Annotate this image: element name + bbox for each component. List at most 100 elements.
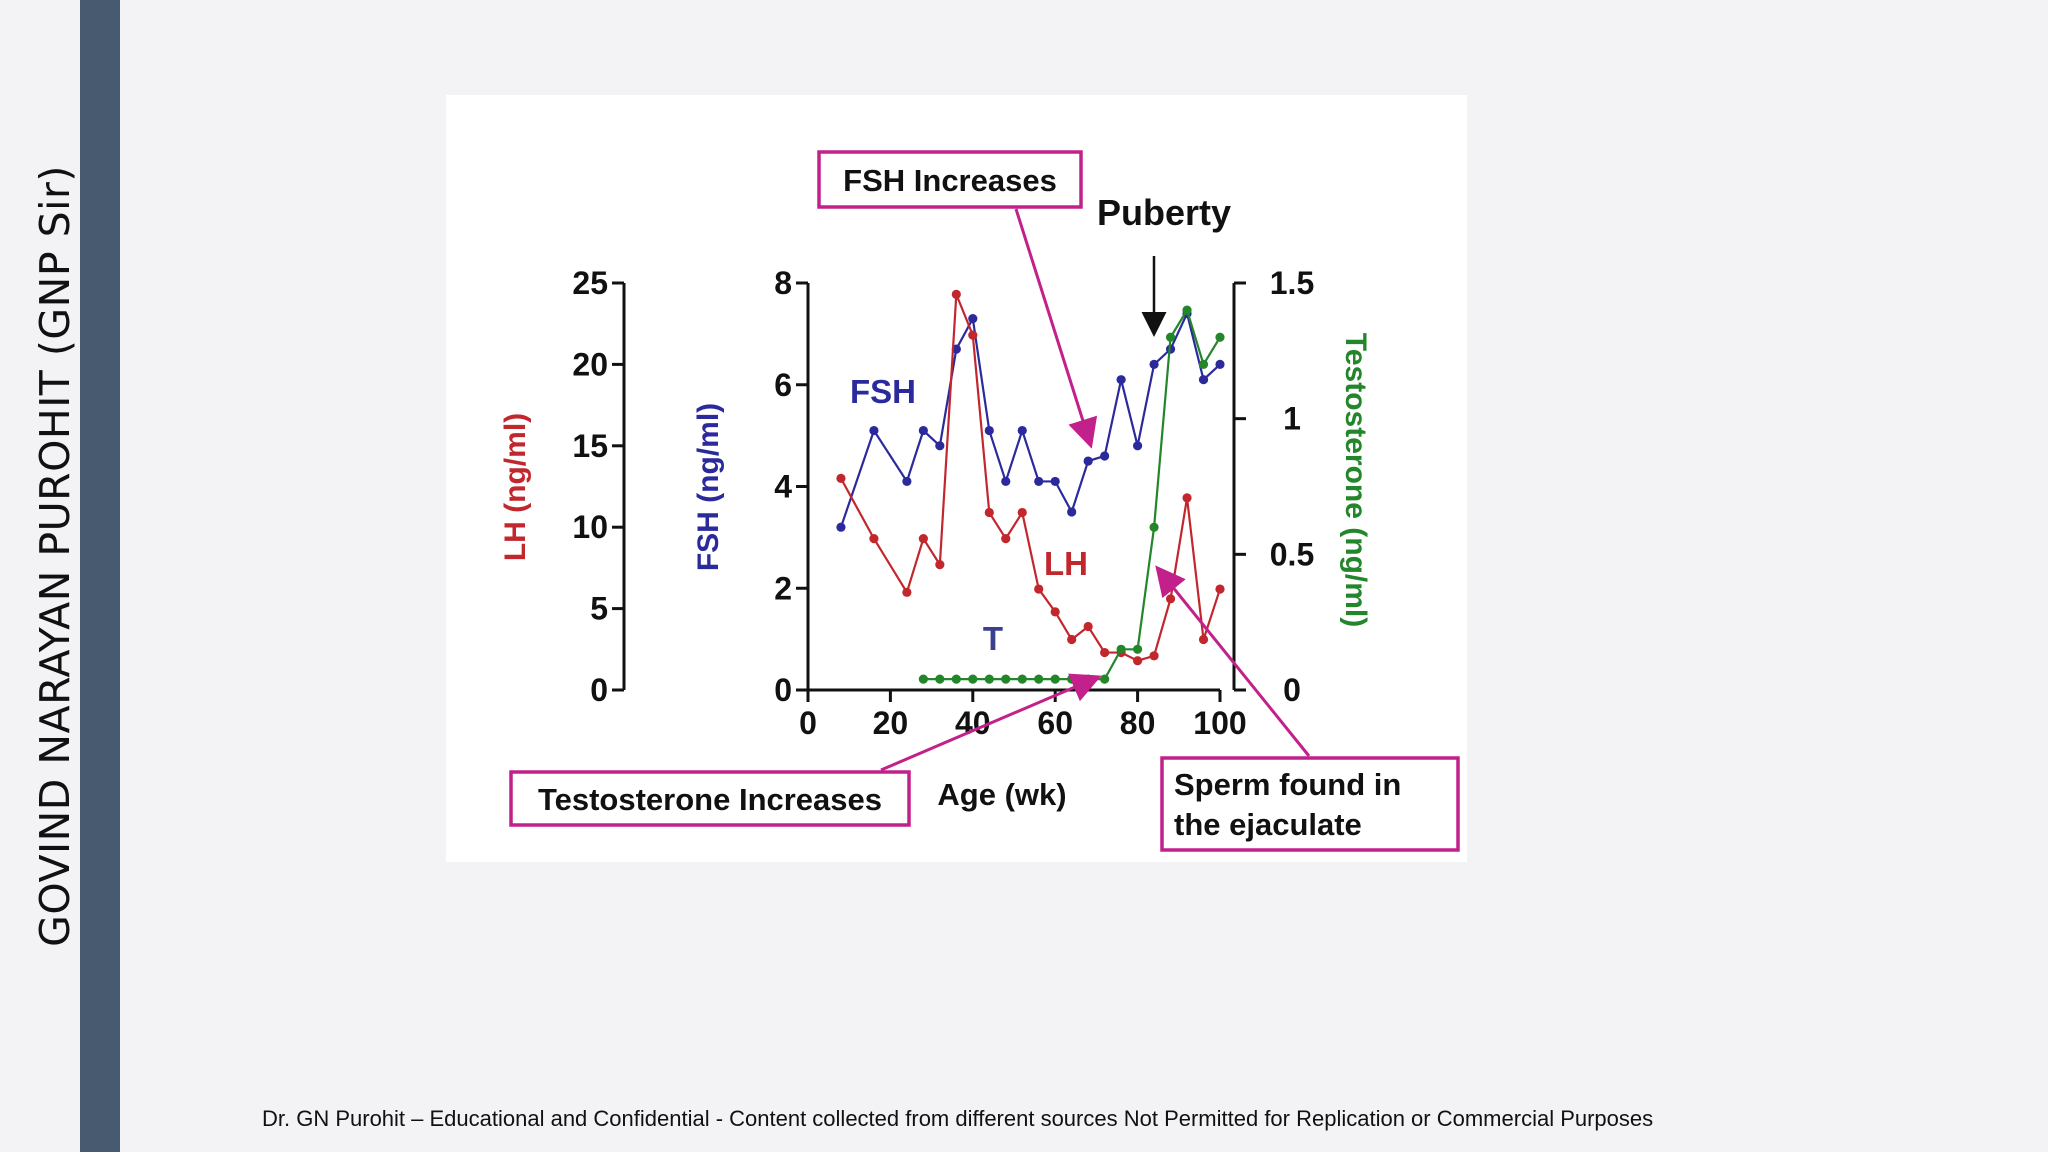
lh-data-point — [1149, 651, 1159, 661]
t-series-label: T — [983, 620, 1003, 657]
lh-data-point — [951, 289, 961, 299]
lh-data-point — [836, 473, 846, 483]
t-data-point — [951, 674, 961, 684]
side-label: GOVIND NARAYAN PUROHIT (GNP Sir) — [0, 0, 80, 1152]
t-data-point — [918, 674, 928, 684]
fsh-data-point — [1198, 375, 1209, 385]
annotation-layer: FSH Increases Puberty Testosterone Increas… — [509, 150, 1460, 852]
fsh-data-point — [836, 522, 846, 532]
fsh-data-point — [1034, 476, 1044, 487]
lh-data-point — [984, 507, 994, 518]
x-tick-label: 80 — [1120, 705, 1156, 741]
t-data-point — [1149, 522, 1159, 532]
fsh-tick-label: 4 — [774, 469, 792, 505]
t-tick-label: 0.5 — [1270, 536, 1314, 572]
sperm-label-line1: Sperm found in — [1174, 767, 1401, 802]
t-tick-label: 1.5 — [1270, 265, 1314, 301]
lh-data-point — [1215, 584, 1225, 594]
presenter-name: GOVIND NARAYAN PUROHIT (GNP Sir) — [31, 165, 79, 947]
fsh-data-point — [1100, 451, 1110, 461]
fsh-data-point — [984, 425, 994, 436]
t-data-point — [968, 674, 978, 684]
t-series-line — [923, 307, 1221, 681]
t-data-point — [1215, 332, 1225, 342]
fsh-series-label: FSH — [850, 373, 916, 410]
fsh-data-point — [1149, 359, 1159, 369]
t-data-point — [1182, 305, 1192, 315]
lh-data-point — [1165, 594, 1176, 604]
lh-tick-label: 20 — [572, 346, 608, 382]
lh-tick-label: 10 — [572, 509, 608, 545]
fsh-data-point — [1133, 441, 1143, 451]
fsh-data-point — [1083, 456, 1093, 466]
t-data-point — [1133, 644, 1143, 654]
lh-data-point — [1067, 634, 1077, 645]
fsh-data-point — [1116, 375, 1126, 385]
testosterone-increases-arrow — [880, 673, 1102, 772]
x-tick-label: 20 — [873, 705, 909, 741]
fsh-tick-label: 8 — [774, 265, 792, 301]
t-data-point — [935, 674, 945, 684]
lh-data-point — [1100, 647, 1110, 658]
fsh-tick-label: 0 — [774, 672, 792, 708]
lh-data-point — [902, 587, 912, 597]
fsh-series-line — [839, 310, 1221, 528]
lh-data-point — [968, 330, 978, 340]
sperm-label-line2: the ejaculate — [1174, 807, 1362, 842]
lh-data-point — [1133, 656, 1143, 666]
fsh-data-point — [1215, 359, 1225, 369]
lh-data-point — [1182, 493, 1192, 503]
fsh-increases-box — [817, 150, 1083, 209]
lh-data-point — [869, 533, 879, 544]
t-data-point — [1116, 644, 1126, 654]
sperm-arrow — [1155, 565, 1311, 757]
lh-data-point — [935, 560, 945, 570]
lh-tick-label: 15 — [572, 428, 608, 464]
testosterone-increases-box — [509, 770, 911, 827]
fsh-tick-label: 2 — [774, 570, 792, 606]
lh-axis-title: LH (ng/ml) — [499, 413, 532, 561]
series-layer: FSH LH T — [836, 289, 1225, 684]
lh-series-label: LH — [1044, 545, 1088, 582]
lh-data-point — [1017, 507, 1027, 518]
lh-tick-label: 5 — [590, 591, 608, 627]
t-data-point — [1034, 674, 1044, 684]
t-data-point — [1100, 674, 1110, 684]
puberty-label: Puberty — [1097, 192, 1231, 233]
fsh-data-point — [918, 425, 928, 436]
lh-tick-label: 25 — [572, 265, 608, 301]
t-data-point — [1050, 674, 1060, 684]
t-data-point — [1067, 674, 1077, 684]
t-data-point — [1001, 674, 1011, 684]
side-accent-bar — [80, 0, 120, 1152]
fsh-data-point — [869, 425, 879, 436]
fsh-data-point — [935, 441, 945, 451]
fsh-data-point — [902, 476, 912, 487]
x-tick-label: 0 — [799, 705, 817, 741]
t-data-point — [1017, 674, 1027, 684]
fsh-data-point — [1017, 425, 1027, 436]
lh-data-point — [1001, 533, 1011, 544]
t-data-point — [1165, 332, 1176, 342]
fsh-data-point — [1050, 476, 1060, 487]
fsh-data-point — [968, 314, 978, 324]
fsh-tick-label: 6 — [774, 367, 792, 403]
t-tick-label: 0 — [1283, 672, 1301, 708]
fsh-increases-arrow — [1014, 208, 1098, 449]
x-tick-label: 60 — [1037, 705, 1073, 741]
lh-data-point — [918, 533, 928, 544]
footer-disclaimer: Dr. GN Purohit – Educational and Confide… — [262, 1106, 1654, 1131]
chart-panel: 0 5 10 15 20 25 LH (ng/ml) 0 2 4 6 8 FSH (ng/ml) 0 0.5… — [446, 95, 1467, 862]
lh-data-point — [1083, 621, 1093, 632]
fsh-data-point — [1001, 476, 1011, 487]
lh-data-point — [1050, 607, 1060, 617]
lh-data-point — [1198, 634, 1209, 645]
lh-tick-label: 0 — [590, 672, 608, 708]
t-data-point — [1198, 359, 1209, 369]
t-axis-title: Testosterone (ng/ml) — [1339, 333, 1372, 627]
t-data-point — [984, 674, 994, 684]
testosterone-increases-label: Testosterone Increases — [538, 782, 882, 817]
fsh-data-point — [1067, 507, 1077, 517]
